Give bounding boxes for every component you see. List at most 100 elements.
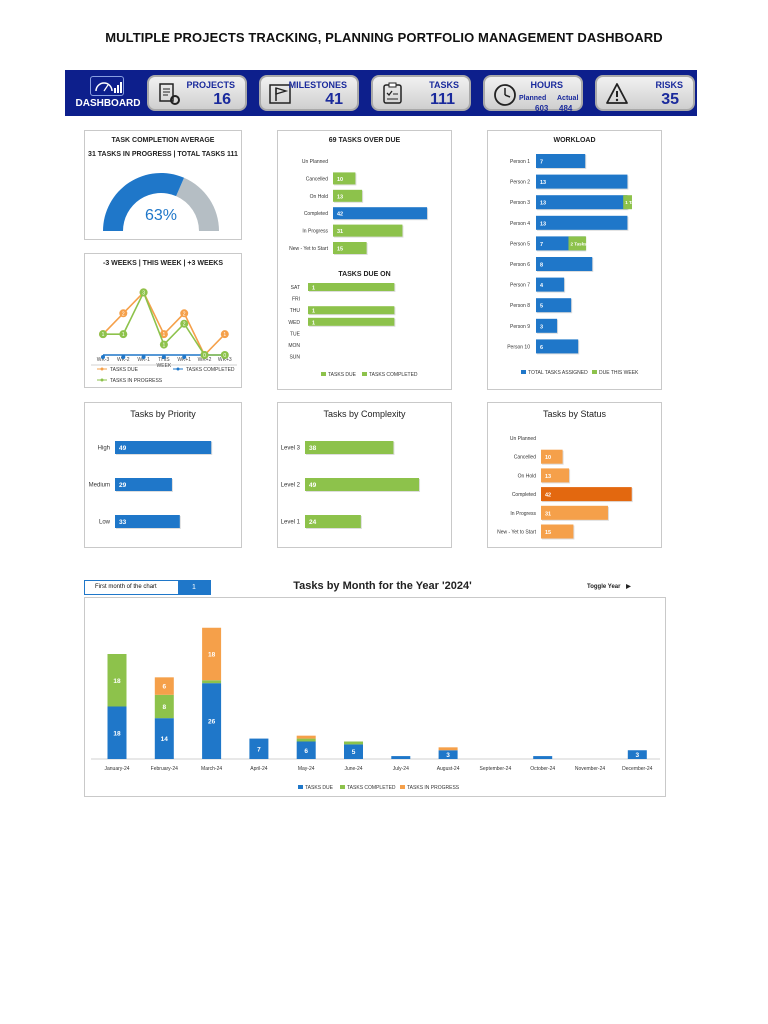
workload-category: Person 7: [510, 283, 530, 289]
due-on-category: SAT: [291, 285, 300, 291]
monthly-bar-segment: [154, 694, 174, 719]
overdue-value: 13: [337, 194, 343, 200]
monthly-chart: TASKS DUE TASKS COMPLETED TASKS IN PROGR…: [91, 627, 660, 791]
gauge-track: [176, 177, 219, 231]
workload-week-label: 1 Task: [625, 200, 639, 205]
status-chart: Un Planned Cancelled 10 On Hold 13 Completed 4…: [497, 436, 633, 540]
kpi-tasks[interactable]: TASKS 111: [371, 75, 471, 111]
workload-bar: [536, 215, 628, 230]
kpi-milestones[interactable]: MILESTONES 41: [259, 75, 359, 111]
weekly-point-label: 2: [183, 322, 186, 328]
complexity-value: 49: [309, 482, 317, 489]
workload-bar: [536, 195, 628, 210]
kpi-risks[interactable]: RISKS 35: [595, 75, 695, 111]
workload-value: 13: [540, 201, 546, 207]
kpi-projects-label: PROJECTS: [186, 80, 235, 90]
workload-category: Person 2: [510, 180, 530, 186]
complexity-bar: [305, 515, 361, 528]
workload-category: Person 5: [510, 241, 530, 247]
monthly-legend-completed: TASKS COMPLETED: [347, 785, 396, 791]
workload-bar: [536, 339, 579, 354]
workload-bar: [536, 257, 593, 271]
weekly-point-label: 1: [163, 343, 166, 349]
toggle-year-label: Toggle Year: [587, 584, 621, 590]
weekly-legend-inprogress: TASKS IN PROGRESS: [110, 378, 163, 384]
priority-value: 49: [119, 445, 127, 452]
overdue-value: 10: [337, 177, 343, 183]
clipboard-gear-icon: [157, 82, 181, 106]
monthly-bar-label: 6: [304, 748, 308, 755]
monthly-bar-label: 18: [208, 652, 216, 659]
status-title: Tasks by Status: [542, 409, 607, 419]
due-on-category: SUN: [289, 355, 300, 361]
weekly-point-label: 2: [183, 311, 186, 317]
status-value: 13: [545, 474, 551, 480]
weekly-x-label: WK+3: [218, 357, 232, 363]
workload-week-label: 2 Tasks: [570, 241, 587, 246]
due-on-legend-completed-swatch: [362, 372, 367, 376]
weekly-point-label: 1: [223, 332, 226, 338]
dashboard-button[interactable]: DASHBOARD: [73, 74, 141, 112]
monthly-bar-segment: [202, 627, 222, 681]
monthly-bar-label: 8: [162, 704, 166, 711]
workload-value: 13: [540, 180, 546, 186]
monthly-legend-inprogress: TASKS IN PROGRESS: [407, 785, 460, 791]
monthly-bar-segment: [107, 706, 127, 759]
kpi-banner: DASHBOARD PROJECTS 16 MILESTONES 41 TASK…: [65, 70, 697, 116]
kpi-hours-actual-label: Actual: [557, 95, 579, 102]
workload-bar: [536, 298, 572, 313]
workload-value: 13: [540, 221, 546, 227]
weekly-point: [139, 288, 148, 297]
due-on-legend-due: TASKS DUE: [328, 372, 357, 378]
monthly-bar-segment: [249, 738, 269, 759]
monthly-x-label: May-24: [298, 766, 315, 772]
weekly-point: [180, 319, 189, 328]
monthly-bar-label: 14: [161, 736, 169, 743]
weekly-chart: TASKS DUE TASKS COMPLETED TASKS IN PROGR…: [91, 288, 237, 384]
completion-gauge: 63%: [103, 173, 219, 231]
due-on-chart: TASKS DUE TASKS COMPLETED SAT 1 FRI THU 1 WED…: [288, 283, 418, 378]
status-value: 15: [545, 530, 551, 536]
status-bar: [541, 505, 608, 520]
due-on-category: FRI: [292, 297, 300, 303]
workload-legend-assigned-swatch: [521, 370, 526, 374]
checklist-icon: [381, 82, 405, 106]
weekly-legend-due: TASKS DUE: [110, 367, 139, 373]
monthly-bar-segment: [296, 741, 316, 759]
weekly-x-label: WEEK: [157, 363, 172, 369]
overdue-value: 42: [337, 212, 343, 218]
weekly-legend-completed: TASKS COMPLETED: [186, 367, 235, 373]
due-on-title: TASKS DUE ON: [338, 271, 391, 278]
overdue-bar: [333, 224, 403, 237]
priority-chart: High 49 Medium 29 Low 33: [89, 441, 213, 529]
toggle-year-button[interactable]: Toggle Year ▶: [587, 583, 631, 590]
kpi-projects-value: 16: [213, 91, 231, 108]
weekly-point: [161, 355, 166, 359]
monthly-x-label: October-24: [530, 766, 555, 772]
workload-category: Person 9: [510, 324, 530, 330]
overdue-category: Completed: [304, 211, 328, 217]
first-month-input[interactable]: 1: [178, 581, 210, 594]
priority-value: 33: [119, 519, 127, 526]
monthly-bar-segment: [438, 750, 458, 759]
workload-category: Person 6: [510, 262, 530, 268]
status-category: On Hold: [518, 473, 537, 479]
overdue-value: 15: [337, 247, 343, 253]
kpi-projects[interactable]: PROJECTS 16: [147, 75, 247, 111]
weekly-point-label: 1: [163, 332, 166, 338]
priority-title: Tasks by Priority: [130, 409, 196, 419]
kpi-hours[interactable]: HOURS Planned Actual 603 484: [483, 75, 583, 113]
monthly-bar-label: 18: [113, 678, 121, 685]
monthly-bar-segment: [107, 654, 127, 707]
workload-bar: [536, 174, 628, 189]
weekly-point: [99, 330, 107, 339]
weekly-x-label: WK-2: [117, 357, 130, 363]
monthly-legend-due: TASKS DUE: [305, 785, 334, 791]
due-on-legend-due-swatch: [321, 372, 326, 376]
weekly-point: [182, 355, 187, 359]
weekly-panel: -3 WEEKS | THIS WEEK | +3 WEEKS TASKS DU…: [84, 253, 242, 388]
due-on-category: THU: [290, 308, 301, 314]
weekly-point: [159, 330, 168, 339]
dashboard-label: DASHBOARD: [75, 98, 141, 109]
priority-bar: [115, 515, 180, 528]
